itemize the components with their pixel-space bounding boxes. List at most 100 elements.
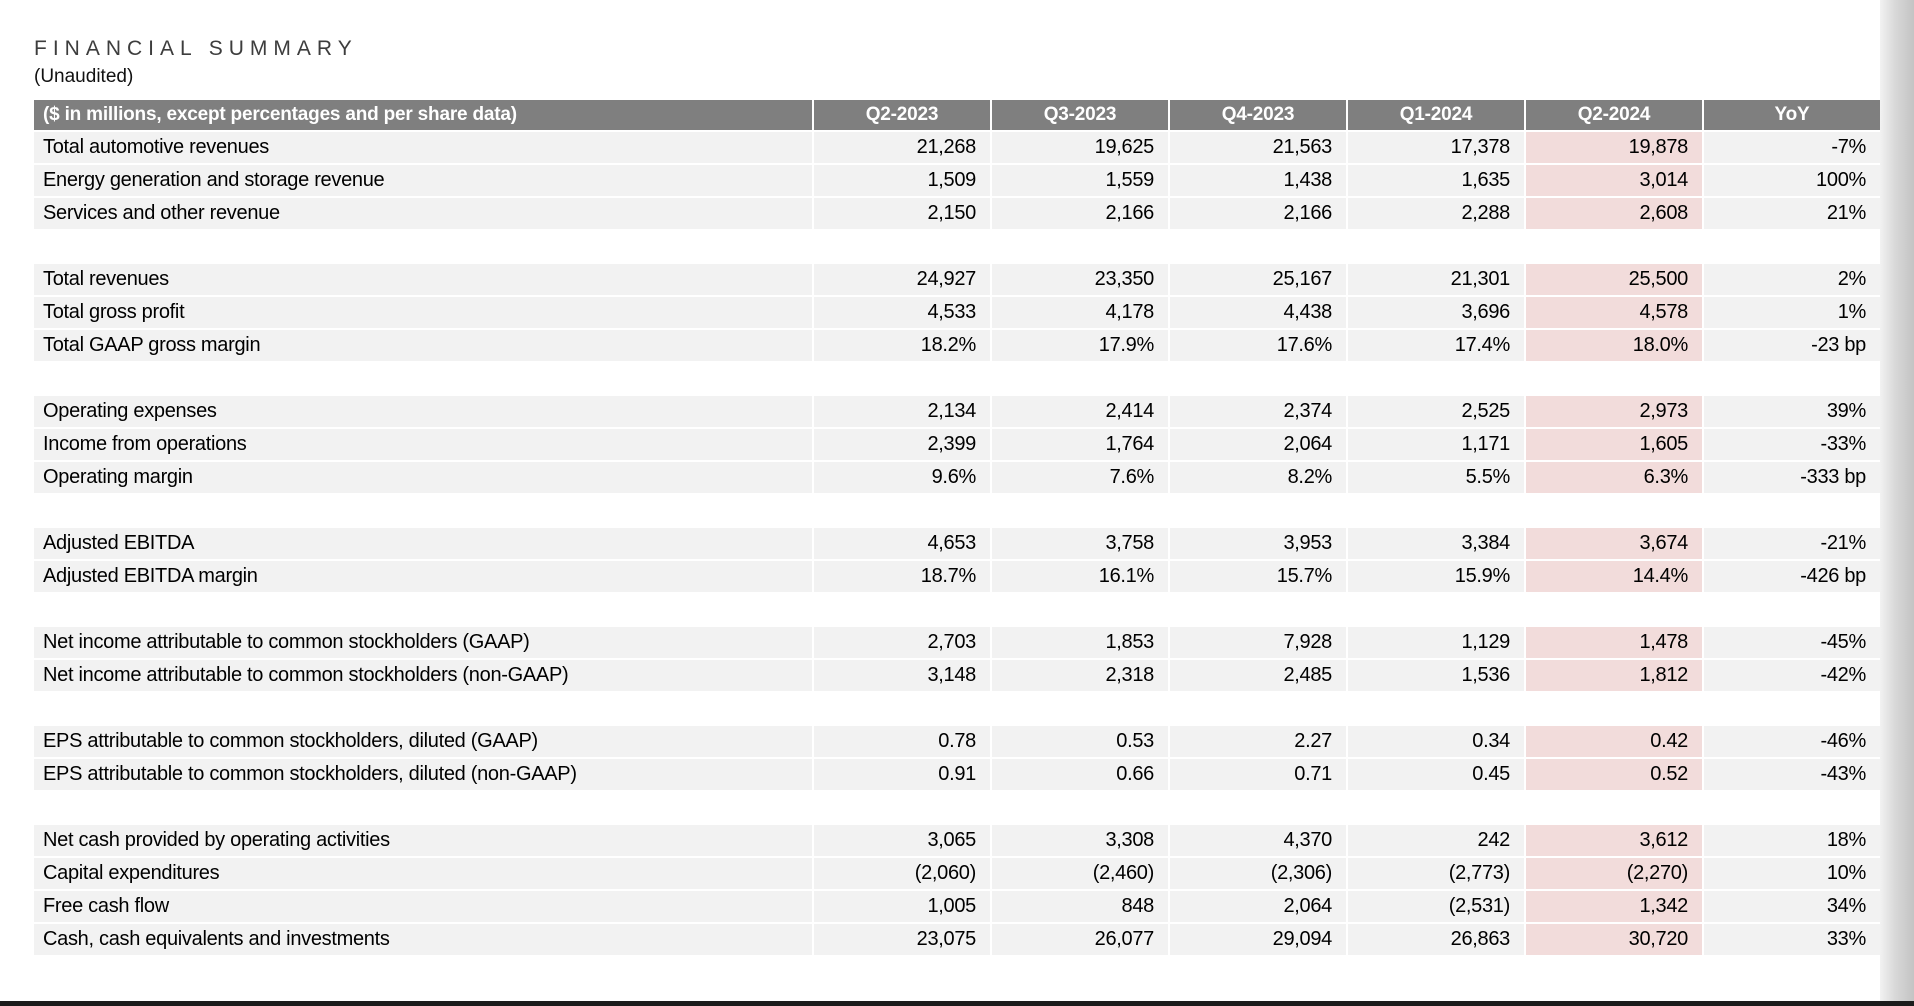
- table-header-q2-2023: Q2-2023: [814, 100, 990, 130]
- cell-yoy: 39%: [1704, 396, 1880, 427]
- table-row: Total gross profit 4,533 4,178 4,438 3,696 4,…: [34, 297, 1880, 328]
- cell-q2-2024: 18.0%: [1526, 330, 1702, 361]
- cell-q3-2023: 23,350: [992, 264, 1168, 295]
- table-row: Total GAAP gross margin 18.2% 17.9% 17.6% 17…: [34, 330, 1880, 361]
- cell-q1-2024: 17.4%: [1348, 330, 1524, 361]
- cell-q4-2023: 17.6%: [1170, 330, 1346, 361]
- cell-q2-2023: 21,268: [814, 132, 990, 163]
- cell-q2-2024: 1,342: [1526, 891, 1702, 922]
- cell-q2-2023: 2,703: [814, 627, 990, 658]
- cell-q2-2023: 9.6%: [814, 462, 990, 493]
- cell-q4-2023: 3,953: [1170, 528, 1346, 559]
- cell-q4-2023: 4,438: [1170, 297, 1346, 328]
- cell-q2-2024: 30,720: [1526, 924, 1702, 955]
- cell-yoy: -7%: [1704, 132, 1880, 163]
- cell-q3-2023: 2,318: [992, 660, 1168, 691]
- table-row: Services and other revenue 2,150 2,166 2,16…: [34, 198, 1880, 229]
- cell-q2-2024: (2,270): [1526, 858, 1702, 889]
- table-header-q4-2023: Q4-2023: [1170, 100, 1346, 130]
- cell-q1-2024: 15.9%: [1348, 561, 1524, 592]
- cell-q2-2023: 24,927: [814, 264, 990, 295]
- row-label: Income from operations: [34, 429, 812, 460]
- cell-q3-2023: 3,758: [992, 528, 1168, 559]
- table-row: EPS attributable to common stockholders,…: [34, 726, 1880, 757]
- section-spacer: [34, 231, 1880, 264]
- cell-q2-2023: 2,399: [814, 429, 990, 460]
- row-label: Adjusted EBITDA margin: [34, 561, 812, 592]
- cell-yoy: 2%: [1704, 264, 1880, 295]
- cell-q2-2024: 3,612: [1526, 825, 1702, 856]
- cell-q3-2023: 7.6%: [992, 462, 1168, 493]
- cell-yoy: -42%: [1704, 660, 1880, 691]
- row-label: Net income attributable to common stockh…: [34, 627, 812, 658]
- cell-q1-2024: (2,773): [1348, 858, 1524, 889]
- cell-q2-2023: 0.91: [814, 759, 990, 790]
- cell-q2-2024: 14.4%: [1526, 561, 1702, 592]
- cell-q1-2024: 21,301: [1348, 264, 1524, 295]
- cell-q4-2023: 2,064: [1170, 891, 1346, 922]
- table-header-q2-2024: Q2-2024: [1526, 100, 1702, 130]
- cell-yoy: 33%: [1704, 924, 1880, 955]
- cell-q4-2023: 2,166: [1170, 198, 1346, 229]
- row-label: Operating expenses: [34, 396, 812, 427]
- row-label: Operating margin: [34, 462, 812, 493]
- cell-q2-2024: 1,605: [1526, 429, 1702, 460]
- cell-q1-2024: 1,129: [1348, 627, 1524, 658]
- page-subtitle: (Unaudited): [34, 66, 134, 87]
- table-row: Operating margin 9.6% 7.6% 8.2% 5.5% 6.3% -333…: [34, 462, 1880, 493]
- cell-q2-2023: 23,075: [814, 924, 990, 955]
- table-row: Adjusted EBITDA margin 18.7% 16.1% 15.7% 15.…: [34, 561, 1880, 592]
- cell-q2-2024: 25,500: [1526, 264, 1702, 295]
- cell-q3-2023: 16.1%: [992, 561, 1168, 592]
- table-row: Free cash flow 1,005 848 2,064 (2,531) 1,342 3…: [34, 891, 1880, 922]
- row-label: Services and other revenue: [34, 198, 812, 229]
- row-label: Free cash flow: [34, 891, 812, 922]
- table-header-q3-2023: Q3-2023: [992, 100, 1168, 130]
- cell-q2-2023: 18.7%: [814, 561, 990, 592]
- cell-yoy: -21%: [1704, 528, 1880, 559]
- cell-q1-2024: 3,696: [1348, 297, 1524, 328]
- page-bottom-edge: [0, 1001, 1914, 1006]
- table-header-yoy: YoY: [1704, 100, 1880, 130]
- cell-q3-2023: 19,625: [992, 132, 1168, 163]
- cell-q2-2024: 0.52: [1526, 759, 1702, 790]
- cell-q2-2024: 1,478: [1526, 627, 1702, 658]
- page-edge-shadow: [1880, 0, 1914, 1006]
- row-label: Adjusted EBITDA: [34, 528, 812, 559]
- cell-q4-2023: 2,485: [1170, 660, 1346, 691]
- cell-q3-2023: 1,764: [992, 429, 1168, 460]
- cell-q2-2023: 2,150: [814, 198, 990, 229]
- cell-yoy: 34%: [1704, 891, 1880, 922]
- section-spacer: [34, 363, 1880, 396]
- cell-q1-2024: 1,171: [1348, 429, 1524, 460]
- cell-q1-2024: 2,525: [1348, 396, 1524, 427]
- cell-q3-2023: 2,414: [992, 396, 1168, 427]
- cell-q4-2023: 4,370: [1170, 825, 1346, 856]
- cell-yoy: 1%: [1704, 297, 1880, 328]
- cell-q1-2024: 17,378: [1348, 132, 1524, 163]
- section-spacer: [34, 495, 1880, 528]
- page-title: FINANCIAL SUMMARY: [34, 37, 358, 60]
- cell-q1-2024: 2,288: [1348, 198, 1524, 229]
- table-row: Income from operations 2,399 1,764 2,064 1,1…: [34, 429, 1880, 460]
- cell-q3-2023: 3,308: [992, 825, 1168, 856]
- cell-q2-2024: 3,014: [1526, 165, 1702, 196]
- cell-q1-2024: (2,531): [1348, 891, 1524, 922]
- cell-q1-2024: 3,384: [1348, 528, 1524, 559]
- cell-q2-2024: 19,878: [1526, 132, 1702, 163]
- table-row: Cash, cash equivalents and investments 23…: [34, 924, 1880, 955]
- cell-q4-2023: 29,094: [1170, 924, 1346, 955]
- table-row: Total revenues 24,927 23,350 25,167 21,301 25…: [34, 264, 1880, 295]
- cell-q2-2023: 1,005: [814, 891, 990, 922]
- cell-yoy: -46%: [1704, 726, 1880, 757]
- cell-yoy: -43%: [1704, 759, 1880, 790]
- section-spacer: [34, 792, 1880, 825]
- cell-yoy: -333 bp: [1704, 462, 1880, 493]
- table-row: EPS attributable to common stockholders,…: [34, 759, 1880, 790]
- cell-q2-2023: 4,533: [814, 297, 990, 328]
- cell-q1-2024: 5.5%: [1348, 462, 1524, 493]
- cell-q3-2023: 848: [992, 891, 1168, 922]
- cell-yoy: -45%: [1704, 627, 1880, 658]
- cell-q4-2023: 15.7%: [1170, 561, 1346, 592]
- cell-q2-2024: 2,973: [1526, 396, 1702, 427]
